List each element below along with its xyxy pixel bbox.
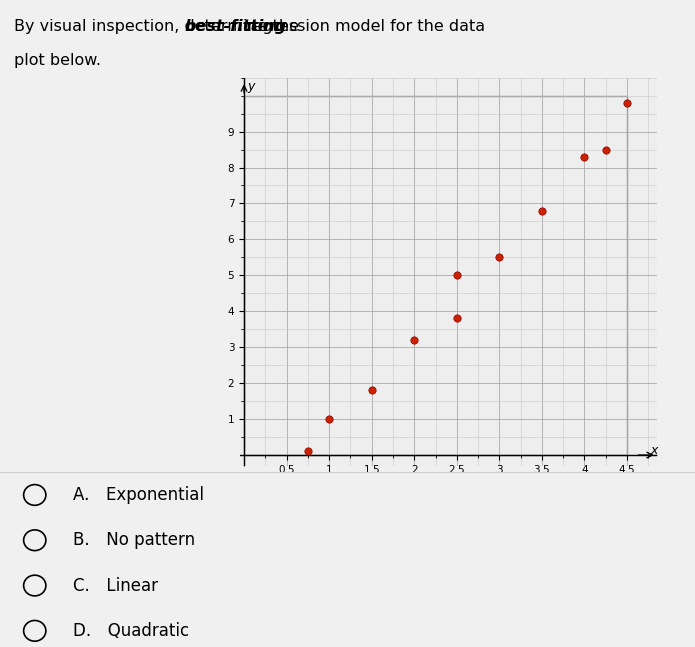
Point (621, 98, 632, 108)
Text: D. Quadratic: D. Quadratic (73, 622, 189, 640)
Text: A. Exponential: A. Exponential (73, 486, 204, 504)
Text: B. No pattern: B. No pattern (73, 531, 195, 549)
Text: plot below.: plot below. (14, 53, 101, 68)
Text: x: x (651, 444, 658, 457)
Point (600, 144, 612, 155)
Text: y: y (247, 80, 254, 93)
Point (537, 206, 548, 216)
Point (579, 151, 590, 162)
Point (493, 252, 505, 263)
Point (451, 270, 462, 281)
Point (302, 446, 313, 457)
Text: regression model for the data: regression model for the data (240, 19, 485, 34)
Text: By visual inspection, determine the: By visual inspection, determine the (14, 19, 304, 34)
Point (451, 313, 462, 324)
Text: best-fitting: best-fitting (184, 19, 286, 34)
Point (366, 385, 377, 395)
Text: C. Linear: C. Linear (73, 576, 158, 595)
Point (324, 414, 335, 424)
Point (409, 335, 420, 345)
